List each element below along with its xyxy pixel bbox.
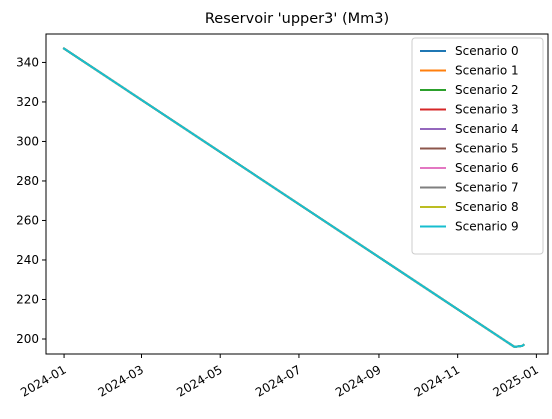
x-axis: 2024-01 2024-03 2024-05 2024-07 2024-09 2024-… bbox=[18, 354, 541, 400]
legend-label-0: Scenario 0 bbox=[455, 44, 519, 58]
x-tick-label: 2025-01 bbox=[490, 362, 540, 399]
y-tick-label: 300 bbox=[16, 134, 39, 148]
legend-label-4: Scenario 4 bbox=[455, 122, 519, 136]
y-tick-label: 220 bbox=[16, 292, 39, 306]
legend-label-5: Scenario 5 bbox=[455, 142, 519, 156]
x-tick-label: 2024-03 bbox=[96, 362, 146, 399]
legend: Scenario 0 Scenario 1 Scenario 2 Scenario 3… bbox=[411, 37, 544, 255]
legend-box bbox=[411, 37, 544, 255]
x-tick-label: 2024-09 bbox=[333, 362, 383, 399]
y-tick-label: 260 bbox=[16, 213, 39, 227]
plot-area-frame bbox=[45, 33, 549, 355]
legend-label-8: Scenario 8 bbox=[455, 200, 519, 214]
chart-title: Reservoir 'upper3' (Mm3) bbox=[205, 11, 389, 27]
series-line-9 bbox=[62, 47, 525, 348]
legend-label-1: Scenario 1 bbox=[455, 64, 519, 78]
x-tick-label: 2024-05 bbox=[174, 362, 224, 399]
x-tick-label: 2024-07 bbox=[253, 362, 303, 399]
y-tick-label: 280 bbox=[16, 174, 39, 188]
y-tick-label: 340 bbox=[16, 55, 39, 69]
y-tick-label: 320 bbox=[16, 95, 39, 109]
legend-label-7: Scenario 7 bbox=[455, 181, 519, 195]
series-layer bbox=[62, 47, 525, 348]
x-tick-label: 2024-11 bbox=[412, 362, 462, 399]
legend-label-3: Scenario 3 bbox=[455, 103, 519, 117]
y-tick-label: 240 bbox=[16, 253, 39, 267]
x-tick-label: 2024-01 bbox=[18, 362, 68, 399]
y-tick-label: 200 bbox=[16, 332, 39, 346]
legend-label-9: Scenario 9 bbox=[455, 220, 519, 234]
y-axis: 200 220 240 260 280 300 320 340 bbox=[16, 55, 46, 346]
legend-label-2: Scenario 2 bbox=[455, 83, 519, 97]
legend-label-6: Scenario 6 bbox=[455, 161, 519, 175]
